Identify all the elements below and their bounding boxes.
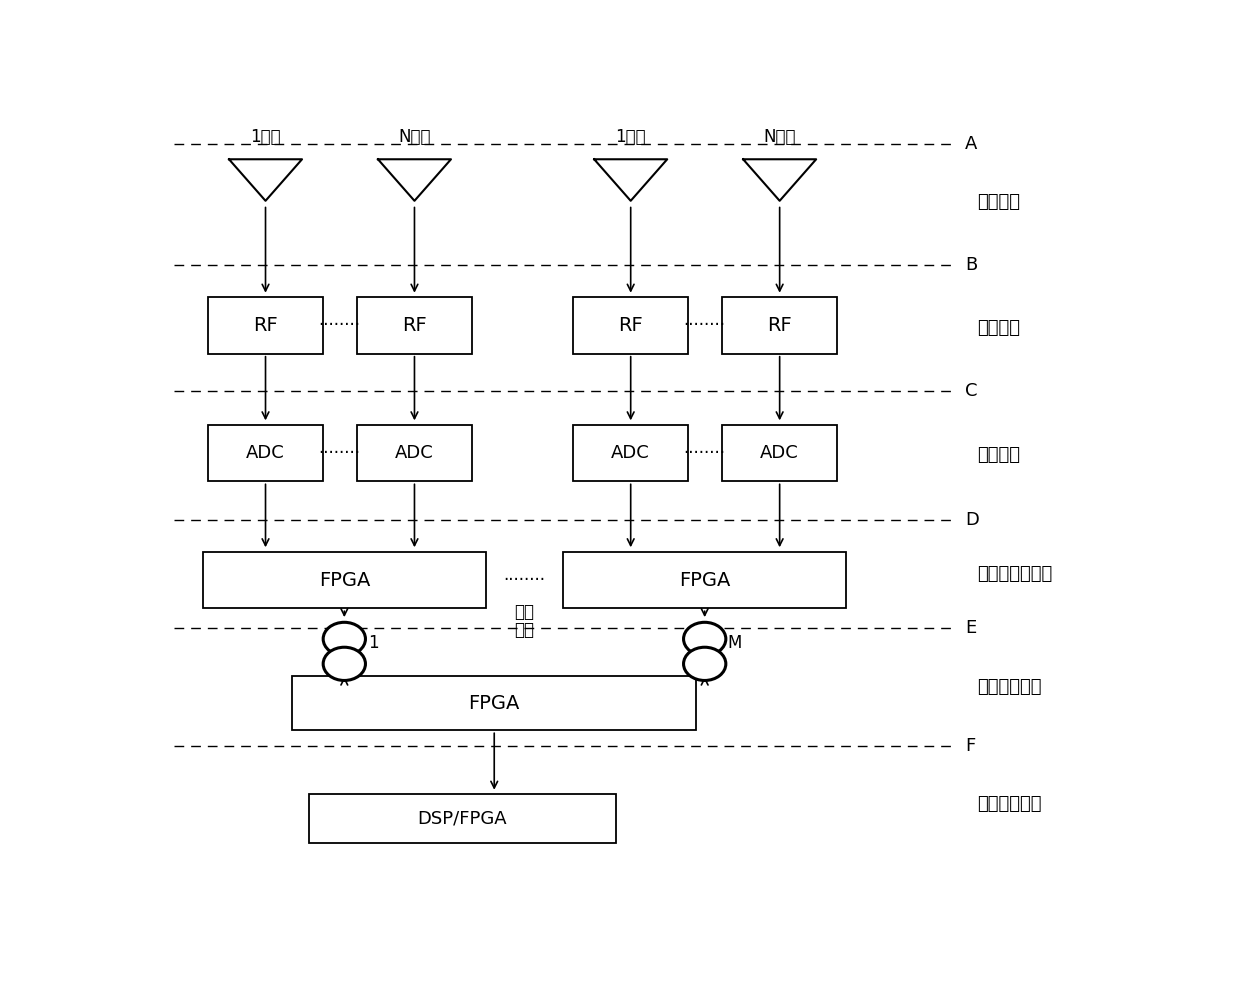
Text: ADC: ADC <box>611 444 650 462</box>
Text: F: F <box>965 737 976 755</box>
Text: D: D <box>965 510 980 529</box>
Bar <box>573 297 688 354</box>
Text: ········: ········ <box>503 571 546 589</box>
Text: N阵元: N阵元 <box>398 128 430 145</box>
Circle shape <box>324 647 366 681</box>
Bar <box>357 297 472 354</box>
Circle shape <box>683 647 725 681</box>
Text: M: M <box>728 634 742 651</box>
Text: 数字下变频部分: 数字下变频部分 <box>977 565 1052 583</box>
Text: ADC: ADC <box>760 444 799 462</box>
Text: FPGA: FPGA <box>469 694 520 712</box>
Circle shape <box>324 622 366 655</box>
Bar <box>357 425 472 482</box>
Text: RF: RF <box>253 316 278 335</box>
Text: FPGA: FPGA <box>680 571 730 590</box>
Text: 1: 1 <box>368 634 379 651</box>
Text: 射频部分: 射频部分 <box>977 319 1019 336</box>
Circle shape <box>683 622 725 655</box>
Text: 1阵元: 1阵元 <box>250 128 280 145</box>
Text: 天线部分: 天线部分 <box>977 193 1019 211</box>
Text: 波束形成部分: 波束形成部分 <box>977 678 1042 697</box>
Text: RF: RF <box>768 316 792 335</box>
Text: E: E <box>965 619 976 637</box>
Bar <box>722 425 837 482</box>
Text: A: A <box>965 135 977 153</box>
Text: ········: ········ <box>319 317 361 335</box>
Text: 光纤: 光纤 <box>515 621 534 639</box>
Text: B: B <box>965 256 977 274</box>
Bar <box>202 551 486 608</box>
Text: RF: RF <box>402 316 427 335</box>
Bar <box>208 297 324 354</box>
Text: N阵元: N阵元 <box>764 128 796 145</box>
Text: ········: ········ <box>683 444 725 462</box>
Text: ADC: ADC <box>246 444 285 462</box>
Text: ········: ········ <box>319 444 361 462</box>
Text: 1阵元: 1阵元 <box>615 128 646 145</box>
Text: FPGA: FPGA <box>319 571 370 590</box>
Text: 后续处理部分: 后续处理部分 <box>977 795 1042 812</box>
Bar <box>573 425 688 482</box>
Text: ········: ········ <box>683 317 725 335</box>
Text: 采样部分: 采样部分 <box>977 445 1019 464</box>
Text: C: C <box>965 383 977 400</box>
Bar <box>208 425 324 482</box>
Bar <box>309 795 616 844</box>
Text: 数字: 数字 <box>515 603 534 622</box>
Bar <box>722 297 837 354</box>
Text: DSP/FPGA: DSP/FPGA <box>418 809 507 828</box>
Bar <box>563 551 847 608</box>
Bar <box>293 676 696 730</box>
Text: RF: RF <box>619 316 644 335</box>
Text: ADC: ADC <box>396 444 434 462</box>
